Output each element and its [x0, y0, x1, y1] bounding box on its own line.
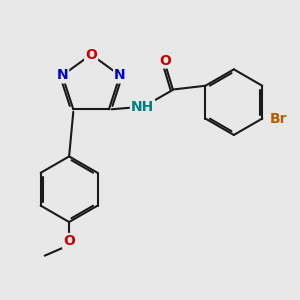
- Text: O: O: [159, 53, 171, 68]
- Text: O: O: [85, 47, 97, 61]
- Text: Br: Br: [270, 112, 287, 126]
- Text: NH: NH: [131, 100, 154, 114]
- Text: N: N: [56, 68, 68, 83]
- Text: O: O: [63, 234, 75, 248]
- Text: N: N: [114, 68, 126, 83]
